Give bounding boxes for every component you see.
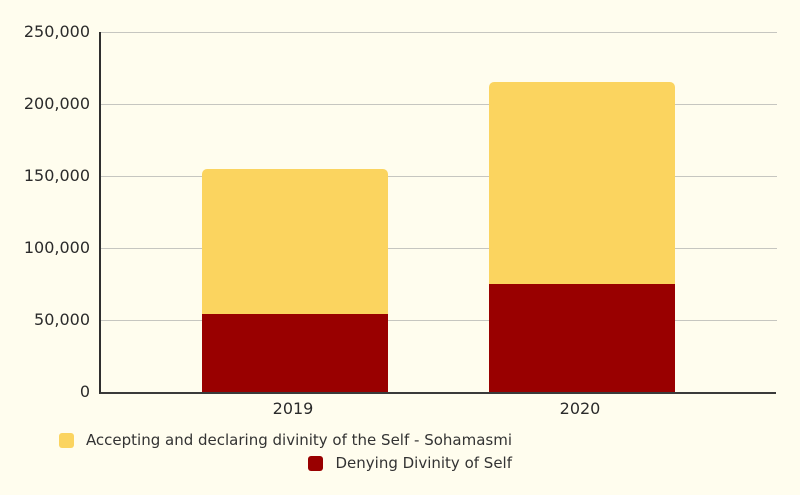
legend-item[interactable]: Denying Divinity of Self xyxy=(308,455,512,471)
legend-swatch-icon xyxy=(308,455,324,471)
legend-label: Denying Divinity of Self xyxy=(335,454,512,472)
bars-container xyxy=(101,32,776,392)
legend-item[interactable]: Accepting and declaring divinity of the … xyxy=(58,431,512,449)
bar-segment xyxy=(202,314,388,392)
gridline xyxy=(101,248,777,249)
y-tick-label: 150,000 xyxy=(23,166,90,185)
y-tick-label: 50,000 xyxy=(34,310,90,329)
bar-2019 xyxy=(202,32,388,392)
y-tick-label: 0 xyxy=(79,382,90,401)
y-tick-label: 100,000 xyxy=(23,238,90,257)
legend-swatch-icon xyxy=(58,432,74,448)
y-axis-tick-labels: 0 50,000 100,000 150,000 200,000 250,000 xyxy=(0,24,90,400)
y-tick-label: 200,000 xyxy=(23,94,90,113)
gridline xyxy=(101,32,777,33)
x-tick-label: 2020 xyxy=(559,399,601,418)
bar-segment xyxy=(489,284,675,392)
bar-segment xyxy=(202,168,388,315)
legend-label: Accepting and declaring divinity of the … xyxy=(85,431,512,449)
x-axis-tick-labels: 2019 2020 xyxy=(99,398,774,420)
gridline xyxy=(101,320,777,321)
bar-2020 xyxy=(489,32,675,392)
chart-legend: Accepting and declaring divinity of the … xyxy=(0,432,512,471)
bar-segment xyxy=(489,82,675,284)
gridline xyxy=(101,104,777,105)
y-tick-label: 250,000 xyxy=(23,22,90,41)
plot-area xyxy=(99,32,777,394)
gridline xyxy=(101,176,777,177)
x-tick-label: 2019 xyxy=(272,399,314,418)
